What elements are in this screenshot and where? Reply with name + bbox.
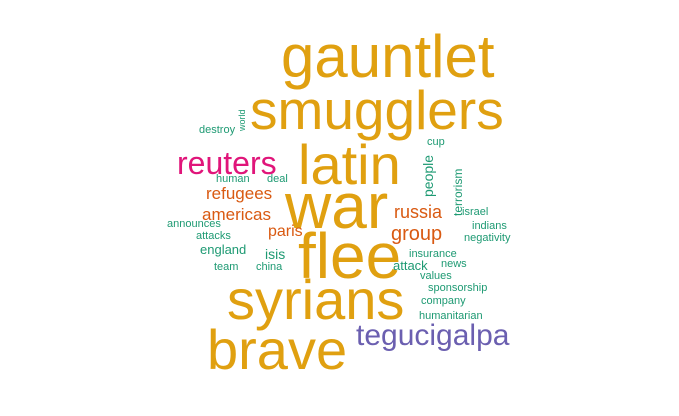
word-war: war — [285, 170, 389, 242]
word-company: company — [421, 295, 466, 307]
word-reuters: reuters — [177, 145, 277, 181]
word-flee: flee — [298, 220, 402, 292]
word-russia: russia — [394, 202, 443, 222]
word-isis: isis — [265, 246, 286, 262]
word-negativity: negativity — [464, 232, 511, 244]
word-england: england — [200, 242, 247, 257]
word-israel: israel — [462, 206, 489, 218]
word-announces: announces — [167, 218, 221, 230]
word-world: world — [237, 109, 247, 131]
word-insurance: insurance — [409, 248, 457, 260]
word-destroy: destroy — [199, 124, 236, 136]
word-gauntlet: gauntlet — [281, 23, 495, 90]
word-sponsorship: sponsorship — [428, 282, 488, 294]
word-paris: paris — [268, 223, 303, 240]
word-smugglers: smugglers — [250, 79, 504, 141]
word-human: human — [216, 173, 250, 185]
word-news: news — [441, 258, 467, 270]
word-group: group — [391, 223, 443, 245]
word-humanitarian: humanitarian — [419, 310, 483, 322]
word-people: people — [420, 154, 436, 197]
word-china: china — [256, 261, 283, 273]
word-syrians: syrians — [227, 268, 405, 331]
word-values: values — [420, 270, 452, 282]
word-attack: attack — [393, 258, 428, 273]
word-attacks: attacks — [196, 230, 231, 242]
word-americas: americas — [202, 205, 271, 224]
word-tegucigalpa: tegucigalpa — [356, 319, 510, 352]
word-refugees: refugees — [206, 184, 273, 203]
word-brave: brave — [207, 318, 348, 381]
word-indians: indians — [472, 220, 507, 232]
word-team: team — [214, 261, 239, 273]
word-latin: latin — [298, 133, 401, 196]
word-cup: cup — [427, 136, 445, 148]
word-deal: deal — [267, 173, 288, 185]
